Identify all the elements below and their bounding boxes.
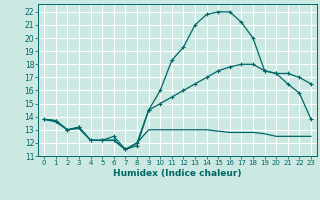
X-axis label: Humidex (Indice chaleur): Humidex (Indice chaleur): [113, 169, 242, 178]
